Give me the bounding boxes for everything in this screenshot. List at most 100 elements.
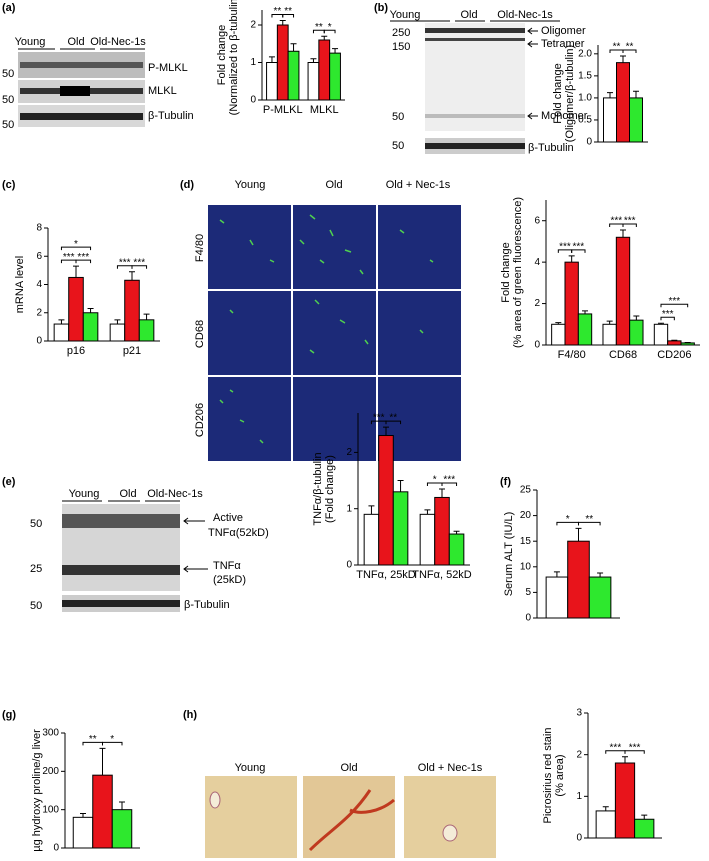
bar (318, 39, 331, 101)
error-bar (620, 229, 626, 238)
image (208, 377, 291, 461)
sig-label: *** (443, 475, 455, 486)
bar (307, 62, 320, 101)
vessel (442, 824, 458, 842)
band-label: MLKL (148, 85, 177, 97)
row-label: CD68 (194, 320, 206, 348)
y-axis-label: (% area of green fluorescence) (512, 197, 524, 348)
column-label: Young (235, 762, 266, 774)
y-tick-label: 2 (250, 20, 256, 31)
band-label: TNFα(52kD) (208, 527, 269, 539)
error-bar (129, 271, 135, 281)
bar (680, 342, 695, 346)
group-label: Old-Nec-1s (90, 36, 146, 48)
sig-bracket (102, 741, 123, 746)
sig-label: ** (284, 6, 292, 17)
y-axis-label: µg hydroxy proline/g liver (31, 729, 43, 852)
bar (124, 279, 140, 342)
y-tick-label: 6 (36, 251, 42, 262)
error-bar (453, 530, 460, 535)
group-label: Old-Nec-1s (147, 488, 203, 500)
error-bar (555, 322, 562, 325)
band (62, 600, 180, 607)
y-axis-label: (% area) (554, 754, 566, 796)
error-bar (575, 527, 582, 542)
band-label: P-MLKL (148, 62, 188, 74)
y-tick-label: 0 (53, 843, 59, 854)
bar (588, 576, 612, 619)
row-label: CD206 (194, 403, 206, 437)
y-axis-label: (Oligomer/β-tubulin) (564, 45, 576, 142)
error-bar (279, 20, 286, 25)
band (20, 113, 143, 120)
y-tick-label: 1 (250, 57, 256, 68)
sig-label: *** (559, 242, 571, 253)
sig-bracket (75, 259, 92, 264)
sig-label: * (566, 514, 570, 525)
y-axis-label: (Fold change) (324, 455, 336, 523)
bar (68, 276, 84, 342)
bar (614, 762, 636, 839)
y-tick-label: 1 (346, 503, 352, 514)
panel-label: (h) (183, 709, 197, 721)
error-bar (87, 308, 94, 313)
image (208, 291, 291, 375)
y-tick-label: 2.0 (578, 48, 592, 59)
blot-e: Young Old Old-Nec-1s 50 25 50 Active TNF… (30, 488, 269, 612)
error-bar (114, 319, 121, 325)
band-label: β-Tubulin (184, 599, 230, 611)
error-bar (641, 814, 648, 820)
y-axis-label: Fold change (552, 63, 564, 124)
error-bar (439, 488, 445, 498)
bar (419, 513, 436, 566)
band (425, 143, 525, 149)
error-bar (633, 315, 640, 321)
bar (138, 319, 155, 342)
panel-label: (g) (2, 709, 16, 721)
y-axis-label: mRNA level (14, 256, 26, 313)
marker: 50 (30, 518, 42, 530)
error-bar (553, 571, 560, 578)
panel-label: (c) (2, 179, 16, 191)
bar (448, 533, 465, 566)
band-label: (25kD) (213, 574, 246, 586)
arrow (183, 517, 208, 573)
bar (629, 319, 644, 346)
error-bar (607, 92, 613, 98)
sig-label: ** (315, 22, 323, 33)
image (205, 776, 297, 858)
bar (595, 810, 616, 839)
error-bar (80, 813, 86, 818)
error-bar (310, 58, 317, 63)
column-label: Old + Nec-1s (418, 762, 483, 774)
x-tick-label: MLKL (310, 104, 339, 116)
error-bar (606, 320, 613, 325)
marker: 50 (2, 68, 14, 80)
bar (551, 323, 566, 346)
sig-bracket (622, 49, 637, 54)
marker: 250 (392, 27, 410, 39)
marker: 50 (392, 111, 404, 123)
band-label: Tetramer (541, 38, 585, 50)
bar (667, 340, 682, 346)
blot-b: Young Old Old-Nec-1s 250 150 50 50 Oligo… (390, 9, 588, 154)
y-tick-label: 10 (520, 561, 532, 572)
error-bar (268, 56, 275, 63)
sig-label: ** (613, 42, 621, 53)
image (378, 291, 461, 375)
error-bar (321, 35, 328, 40)
sig-bracket (323, 29, 336, 34)
group-label: Young (390, 9, 421, 21)
images-h: Young Old Old + Nec-1s (205, 762, 496, 858)
error-bar (657, 322, 664, 325)
sig-label: ** (389, 413, 397, 424)
arrow (527, 27, 538, 120)
error-bar (568, 255, 575, 263)
error-bar (383, 426, 389, 436)
marker: 50 (2, 94, 14, 106)
error-bar (143, 313, 150, 320)
sig-label: *** (610, 742, 622, 753)
x-tick-label: P-MLKL (263, 104, 303, 116)
y-tick-label: 8 (36, 223, 42, 234)
